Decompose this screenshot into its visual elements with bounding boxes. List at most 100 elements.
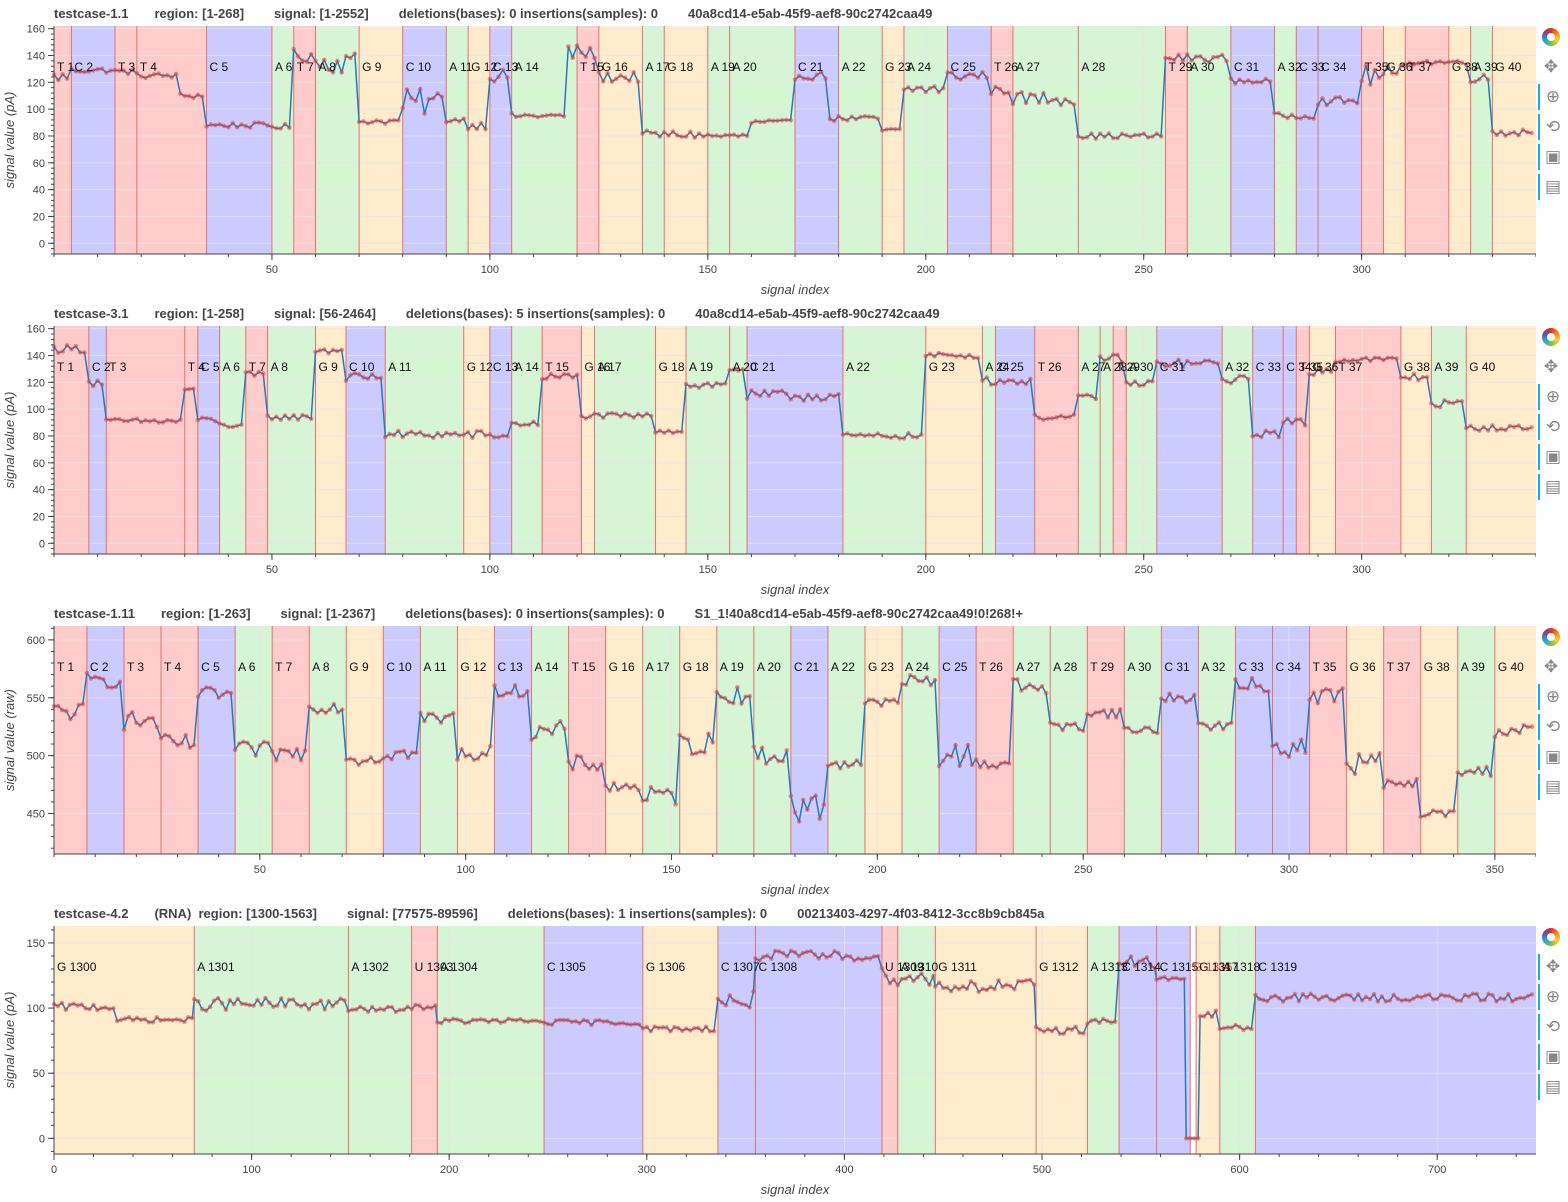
- base-label: A 20: [757, 660, 781, 674]
- hover-icon[interactable]: ▤: [1538, 1074, 1566, 1100]
- wheel-zoom-icon[interactable]: ⟲: [1538, 414, 1566, 440]
- base-label: C 2: [74, 60, 93, 74]
- signal-point: [945, 70, 950, 75]
- signal-point: [1402, 62, 1408, 67]
- pan-icon[interactable]: ✥: [1543, 357, 1559, 376]
- signal-point: [87, 1006, 92, 1012]
- bokeh-logo-icon[interactable]: [1538, 924, 1564, 950]
- box-zoom-icon[interactable]: ⊕: [1538, 984, 1566, 1010]
- signal-point: [374, 118, 379, 123]
- signal-point: [1065, 1026, 1070, 1032]
- base-segment: [568, 626, 606, 854]
- pan-icon[interactable]: ✥: [1538, 954, 1566, 980]
- x-tick-label: 250: [1135, 264, 1153, 276]
- signal-point: [707, 1029, 713, 1034]
- signal-point: [1307, 115, 1312, 121]
- signal-point: [962, 74, 968, 79]
- signal-point: [1002, 760, 1008, 765]
- signal-point: [508, 690, 514, 696]
- signal-point: [134, 1015, 140, 1021]
- base-label: A 24: [907, 60, 931, 74]
- bokeh-logo-icon[interactable]: [1538, 324, 1564, 350]
- base-label: A 14: [515, 360, 539, 374]
- signal-point: [1076, 727, 1082, 732]
- signal-point: [1307, 697, 1312, 703]
- pan-icon[interactable]: ✥: [1543, 657, 1559, 676]
- box-zoom-icon[interactable]: ⊕: [1538, 684, 1566, 710]
- signal-point: [243, 123, 249, 129]
- base-segment: [54, 626, 87, 854]
- y-axis-label: signal value (pA): [2, 92, 17, 189]
- hover-icon[interactable]: ▤: [1538, 174, 1566, 200]
- signal-point: [1437, 404, 1443, 410]
- signal-point: [636, 787, 641, 793]
- signal-point: [577, 1020, 582, 1026]
- signal-point: [509, 110, 514, 116]
- signal-point: [470, 1017, 476, 1023]
- signal-point: [1056, 722, 1061, 728]
- hover-icon[interactable]: ▤: [1538, 774, 1566, 800]
- signal-point: [278, 417, 283, 422]
- signal-point: [619, 784, 625, 790]
- base-label: T 3: [109, 360, 126, 374]
- signal-point: [461, 116, 467, 121]
- hover-icon[interactable]: ▤: [1538, 474, 1566, 500]
- signal-point: [1442, 60, 1447, 66]
- signal-point: [757, 119, 763, 125]
- wheel-zoom-icon[interactable]: ⟲: [1538, 714, 1566, 740]
- y-tick-label: 120: [27, 77, 45, 89]
- signal-point: [605, 411, 610, 416]
- save-icon[interactable]: ▣: [1538, 444, 1566, 470]
- signal-point: [940, 985, 946, 991]
- signal-point: [862, 701, 868, 706]
- bokeh-logo-mark: [1542, 328, 1560, 346]
- signal-point: [314, 1001, 320, 1007]
- base-label: C 10: [406, 60, 432, 74]
- pan-icon[interactable]: ✥: [1543, 57, 1559, 76]
- signal-point: [1393, 782, 1399, 787]
- signal-point: [446, 1018, 452, 1023]
- base-segment: [1124, 626, 1162, 854]
- y-tick-label: 550: [27, 693, 45, 705]
- signal-point: [570, 55, 575, 60]
- x-tick-label: 400: [835, 1164, 853, 1176]
- signal-point: [365, 376, 371, 382]
- title-part: testcase-4.2: [54, 906, 129, 921]
- signal-point: [114, 1018, 120, 1024]
- box-zoom-icon[interactable]: ⊕: [1538, 84, 1566, 110]
- x-tick-label: 600: [1230, 1164, 1248, 1176]
- base-segment: [642, 26, 665, 254]
- signal-point: [1389, 779, 1395, 785]
- wheel-zoom-icon[interactable]: ⟲: [1538, 1014, 1566, 1040]
- signal-point: [1482, 997, 1487, 1003]
- signal-point: [557, 1017, 563, 1023]
- signal-point: [1154, 730, 1160, 736]
- signal-point: [1000, 984, 1005, 990]
- signal-point: [439, 94, 445, 100]
- signal-point: [916, 678, 921, 684]
- bokeh-logo-icon[interactable]: [1538, 624, 1564, 650]
- signal-point: [92, 674, 98, 680]
- signal-point: [1328, 99, 1334, 104]
- save-icon[interactable]: ▣: [1538, 744, 1566, 770]
- save-icon[interactable]: ▣: [1538, 144, 1566, 170]
- signal-point: [372, 760, 378, 765]
- signal-point: [706, 731, 711, 737]
- signal-point: [401, 748, 407, 754]
- signal-point: [381, 1007, 387, 1013]
- box-zoom-icon[interactable]: ⊕: [1538, 384, 1566, 410]
- signal-point: [739, 1001, 744, 1007]
- signal-point: [56, 77, 61, 83]
- signal-point: [1198, 361, 1203, 366]
- signal-point: [780, 950, 786, 956]
- signal-point: [719, 1000, 725, 1005]
- bokeh-logo-icon[interactable]: [1538, 24, 1564, 50]
- signal-point: [1137, 132, 1142, 138]
- wheel-zoom-icon[interactable]: ⟲: [1538, 114, 1566, 140]
- save-icon[interactable]: ▣: [1538, 1044, 1566, 1070]
